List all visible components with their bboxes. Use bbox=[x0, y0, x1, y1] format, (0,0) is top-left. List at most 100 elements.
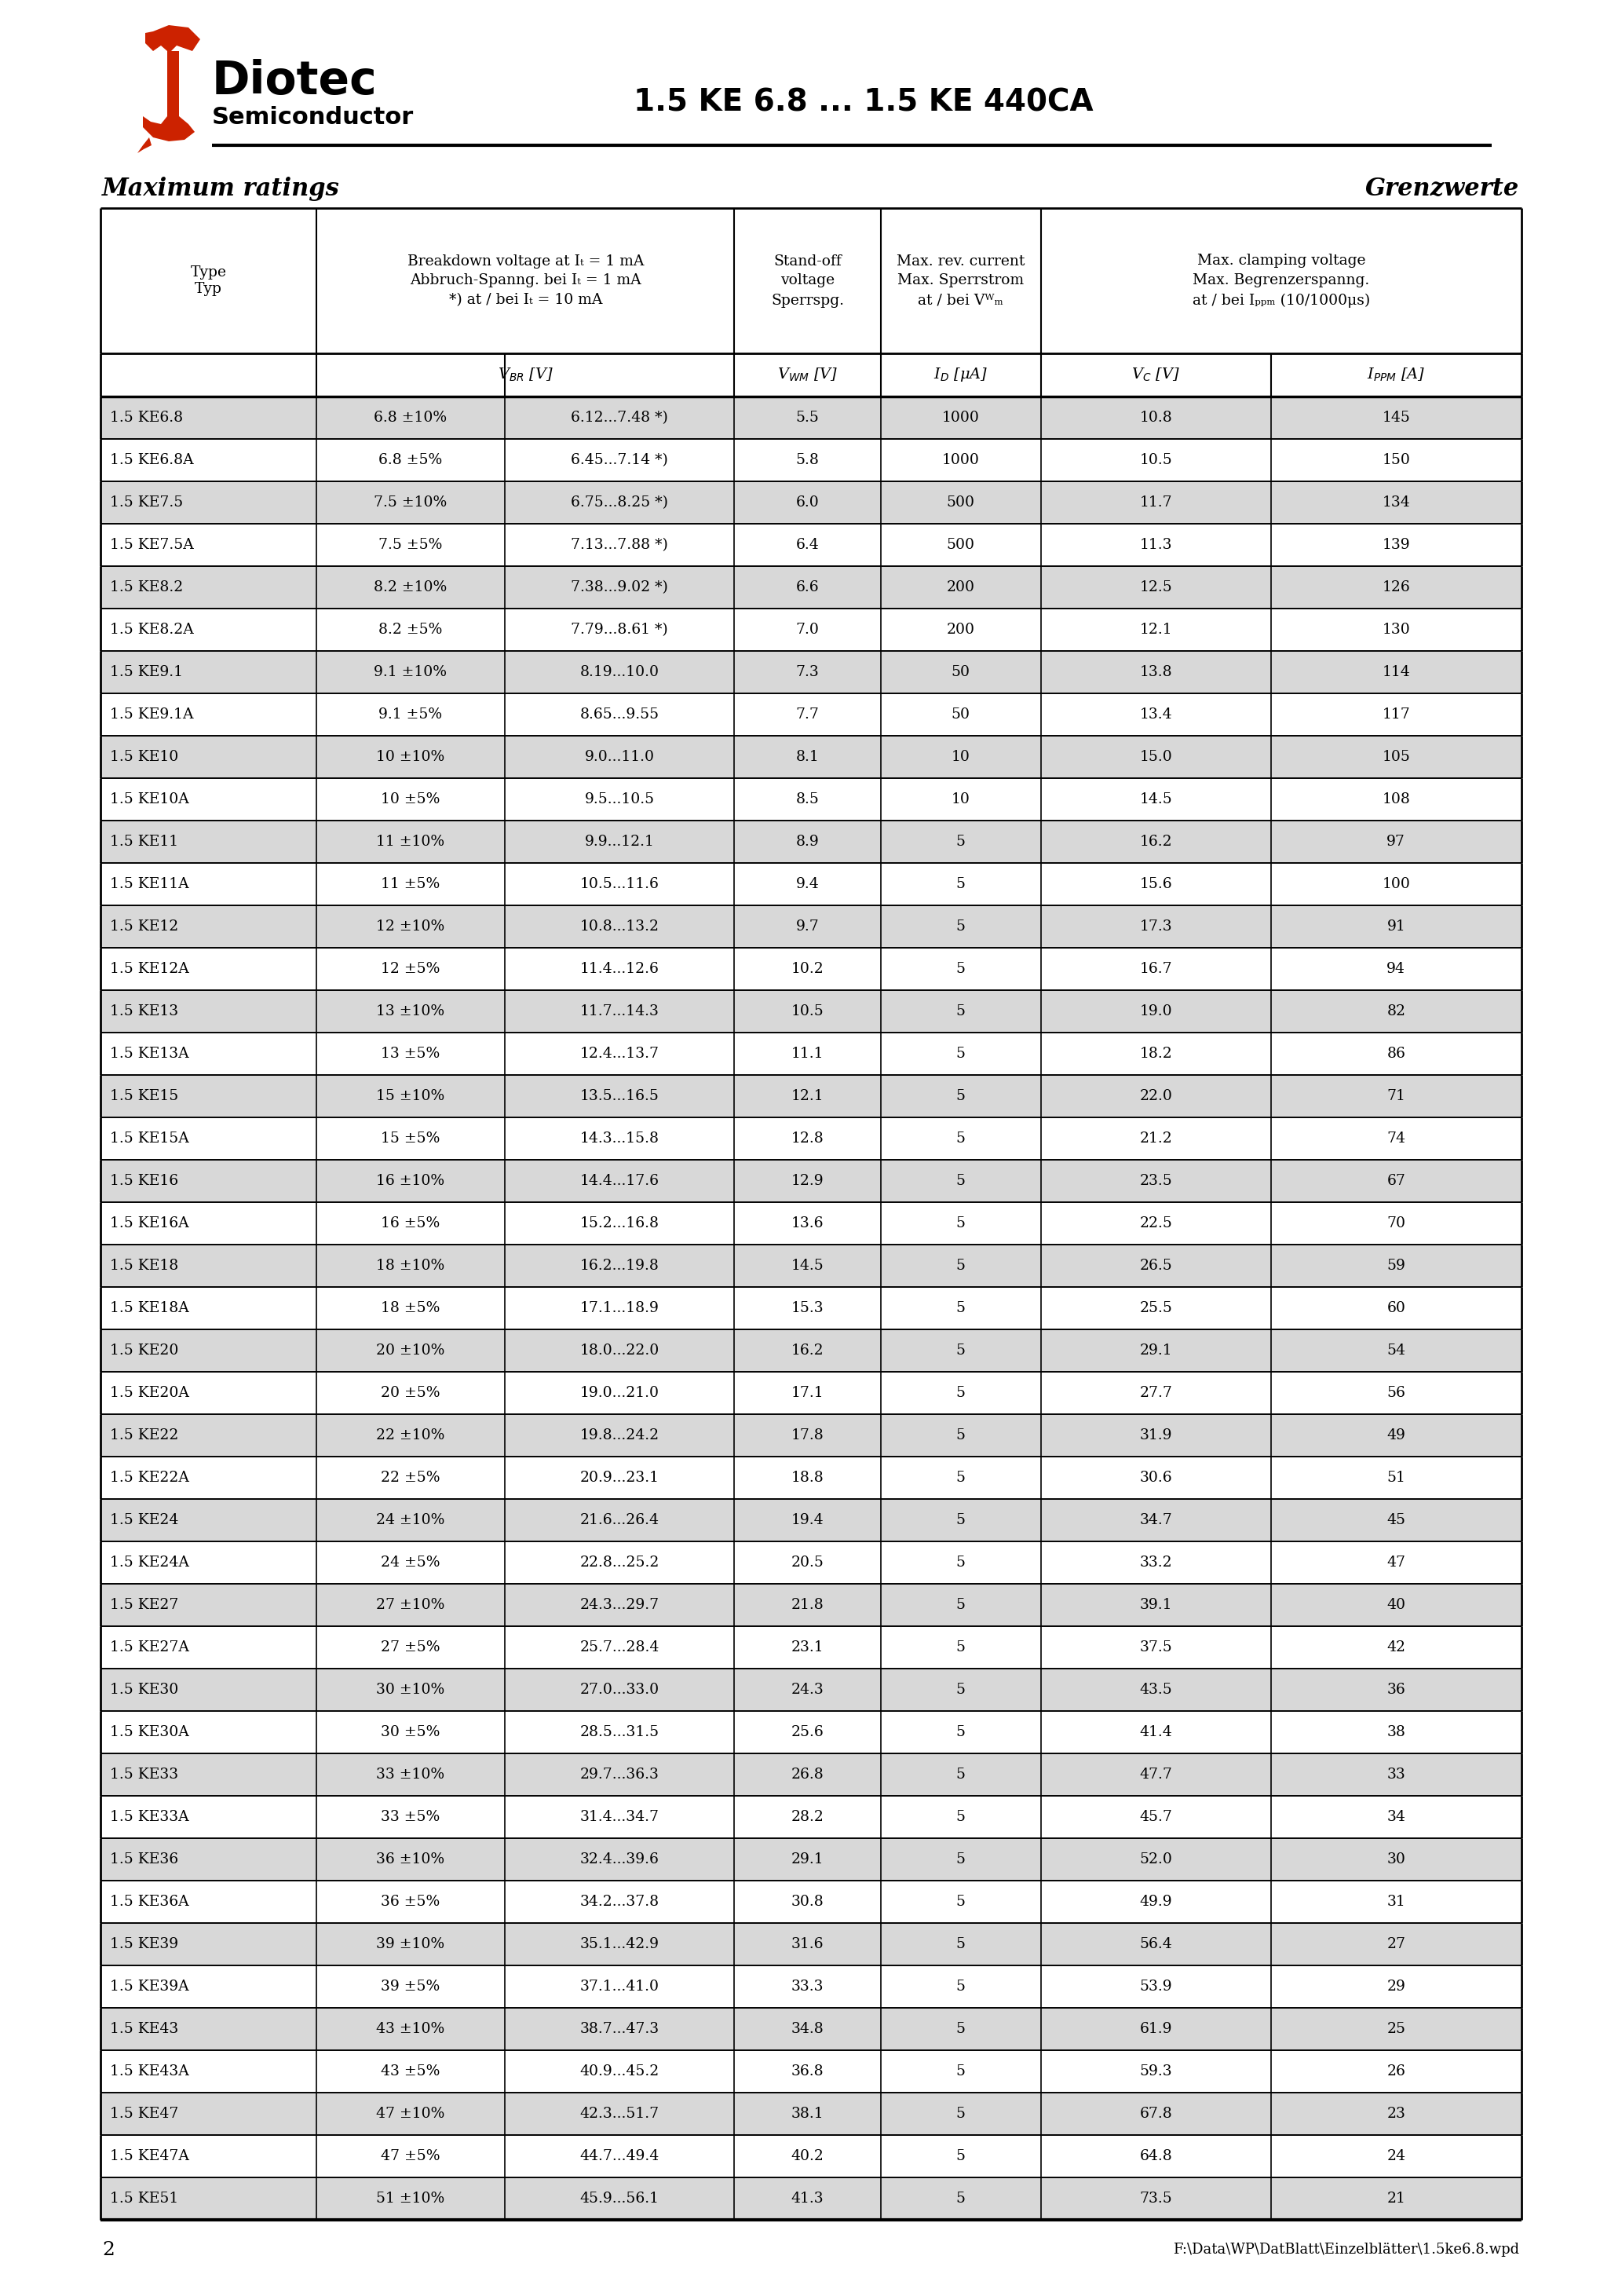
Text: 20 ±10%: 20 ±10% bbox=[376, 1343, 444, 1357]
Text: 11.7: 11.7 bbox=[1140, 496, 1173, 510]
Text: 12.1: 12.1 bbox=[1140, 622, 1173, 636]
Bar bbox=[101, 439, 1521, 482]
Text: Grenzwerte: Grenzwerte bbox=[1366, 177, 1520, 202]
Text: 6.75...8.25 *): 6.75...8.25 *) bbox=[571, 496, 668, 510]
Text: 12.9: 12.9 bbox=[792, 1173, 824, 1187]
Text: 86: 86 bbox=[1387, 1047, 1406, 1061]
Text: 1.5 KE13: 1.5 KE13 bbox=[110, 1003, 178, 1019]
Text: 5: 5 bbox=[955, 1302, 965, 1316]
Text: 12.4...13.7: 12.4...13.7 bbox=[579, 1047, 659, 1061]
Text: I$_D$ [μA]: I$_D$ [μA] bbox=[934, 367, 988, 383]
Text: 23: 23 bbox=[1387, 2108, 1406, 2122]
Text: 59: 59 bbox=[1387, 1258, 1406, 1272]
Text: 27 ±5%: 27 ±5% bbox=[381, 1639, 440, 1655]
Bar bbox=[101, 1075, 1521, 1118]
Text: 16 ±10%: 16 ±10% bbox=[376, 1173, 444, 1187]
Bar bbox=[101, 354, 1521, 397]
Text: 31.4...34.7: 31.4...34.7 bbox=[579, 1809, 659, 1823]
Text: 5: 5 bbox=[955, 1724, 965, 1740]
Text: 25.7...28.4: 25.7...28.4 bbox=[579, 1639, 659, 1655]
Text: 1.5 KE9.1A: 1.5 KE9.1A bbox=[110, 707, 193, 721]
Text: 5: 5 bbox=[955, 1554, 965, 1570]
Text: 11.7...14.3: 11.7...14.3 bbox=[579, 1003, 659, 1019]
Text: 15.0: 15.0 bbox=[1139, 751, 1173, 765]
Text: 1000: 1000 bbox=[942, 452, 980, 466]
Text: 134: 134 bbox=[1382, 496, 1410, 510]
Text: 13.6: 13.6 bbox=[792, 1217, 824, 1231]
Bar bbox=[101, 1288, 1521, 1329]
Bar bbox=[101, 523, 1521, 567]
Bar bbox=[101, 209, 1521, 354]
Text: 33: 33 bbox=[1387, 1768, 1405, 1782]
Text: 10.8: 10.8 bbox=[1139, 411, 1173, 425]
Text: 30 ±5%: 30 ±5% bbox=[381, 1724, 440, 1740]
Text: 29.1: 29.1 bbox=[1140, 1343, 1173, 1357]
Text: 19.0...21.0: 19.0...21.0 bbox=[579, 1387, 659, 1401]
Text: 1.5 KE43: 1.5 KE43 bbox=[110, 2023, 178, 2037]
Text: 19.4: 19.4 bbox=[792, 1513, 824, 1527]
Bar bbox=[101, 397, 1521, 439]
Text: 9.7: 9.7 bbox=[796, 918, 819, 934]
Text: Max. clamping voltage
Max. Begrenzerspanng.
at / bei Iₚₚₘ (10/1000μs): Max. clamping voltage Max. Begrenzerspan… bbox=[1192, 255, 1371, 308]
Text: 1.5 KE18A: 1.5 KE18A bbox=[110, 1302, 190, 1316]
Text: 34.2...37.8: 34.2...37.8 bbox=[579, 1894, 659, 1908]
Text: 7.3: 7.3 bbox=[796, 666, 819, 680]
Text: 6.45...7.14 *): 6.45...7.14 *) bbox=[571, 452, 668, 466]
Text: 12.5: 12.5 bbox=[1139, 581, 1173, 595]
Bar bbox=[101, 2135, 1521, 2177]
Text: 500: 500 bbox=[947, 496, 975, 510]
PathPatch shape bbox=[138, 138, 151, 154]
Text: V$_{WM}$ [V]: V$_{WM}$ [V] bbox=[777, 367, 839, 383]
Text: 26.5: 26.5 bbox=[1139, 1258, 1173, 1272]
Text: 1.5 KE20: 1.5 KE20 bbox=[110, 1343, 178, 1357]
Text: 5: 5 bbox=[955, 1598, 965, 1612]
Text: 21.2: 21.2 bbox=[1139, 1132, 1173, 1146]
Text: 7.7: 7.7 bbox=[796, 707, 819, 721]
Text: 11 ±10%: 11 ±10% bbox=[376, 836, 444, 850]
Text: 5: 5 bbox=[955, 1173, 965, 1187]
Text: 17.1: 17.1 bbox=[792, 1387, 824, 1401]
Bar bbox=[101, 652, 1521, 693]
Text: 25.5: 25.5 bbox=[1139, 1302, 1173, 1316]
Text: 5: 5 bbox=[955, 962, 965, 976]
Text: 11.1: 11.1 bbox=[792, 1047, 824, 1061]
Text: 15.6: 15.6 bbox=[1140, 877, 1173, 891]
Text: 9.5...10.5: 9.5...10.5 bbox=[584, 792, 654, 806]
Text: 51: 51 bbox=[1387, 1472, 1406, 1486]
Text: 6.8 ±10%: 6.8 ±10% bbox=[375, 411, 448, 425]
Text: 7.79...8.61 *): 7.79...8.61 *) bbox=[571, 622, 668, 636]
Text: Stand-off
voltage
Sperrspg.: Stand-off voltage Sperrspg. bbox=[770, 255, 843, 308]
Text: 1.5 KE30: 1.5 KE30 bbox=[110, 1683, 178, 1697]
Text: 1.5 KE24A: 1.5 KE24A bbox=[110, 1554, 190, 1570]
Text: 1.5 KE16A: 1.5 KE16A bbox=[110, 1217, 188, 1231]
Text: 41.4: 41.4 bbox=[1139, 1724, 1173, 1740]
Text: 7.38...9.02 *): 7.38...9.02 *) bbox=[571, 581, 668, 595]
Text: 1.5 KE20A: 1.5 KE20A bbox=[110, 1387, 190, 1401]
Bar bbox=[101, 778, 1521, 820]
Text: 13.4: 13.4 bbox=[1140, 707, 1173, 721]
Text: 40.2: 40.2 bbox=[792, 2149, 824, 2163]
Text: 8.9: 8.9 bbox=[796, 836, 819, 850]
Bar bbox=[101, 608, 1521, 652]
Text: 1.5 KE36A: 1.5 KE36A bbox=[110, 1894, 188, 1908]
Text: 43 ±10%: 43 ±10% bbox=[376, 2023, 444, 2037]
Text: 5: 5 bbox=[955, 2023, 965, 2037]
Bar bbox=[101, 1711, 1521, 1754]
Text: 6.12...7.48 *): 6.12...7.48 *) bbox=[571, 411, 668, 425]
Text: 29.7...36.3: 29.7...36.3 bbox=[579, 1768, 659, 1782]
Text: 100: 100 bbox=[1382, 877, 1410, 891]
Text: 1.5 KE24: 1.5 KE24 bbox=[110, 1513, 178, 1527]
Bar bbox=[101, 1203, 1521, 1244]
Text: 5: 5 bbox=[955, 1809, 965, 1823]
Bar bbox=[101, 863, 1521, 905]
Text: 16.2: 16.2 bbox=[792, 1343, 824, 1357]
Text: 12 ±5%: 12 ±5% bbox=[381, 962, 440, 976]
Text: 33.3: 33.3 bbox=[792, 1979, 824, 1993]
Text: 56: 56 bbox=[1387, 1387, 1406, 1401]
Text: 6.6: 6.6 bbox=[796, 581, 819, 595]
Text: 82: 82 bbox=[1387, 1003, 1406, 1019]
Text: F:\Data\WP\DatBlatt\Einzelblätter\1.5ke6.8.wpd: F:\Data\WP\DatBlatt\Einzelblätter\1.5ke6… bbox=[1173, 2243, 1520, 2257]
Text: 33.2: 33.2 bbox=[1140, 1554, 1173, 1570]
Text: 5: 5 bbox=[955, 1387, 965, 1401]
Bar bbox=[101, 820, 1521, 863]
